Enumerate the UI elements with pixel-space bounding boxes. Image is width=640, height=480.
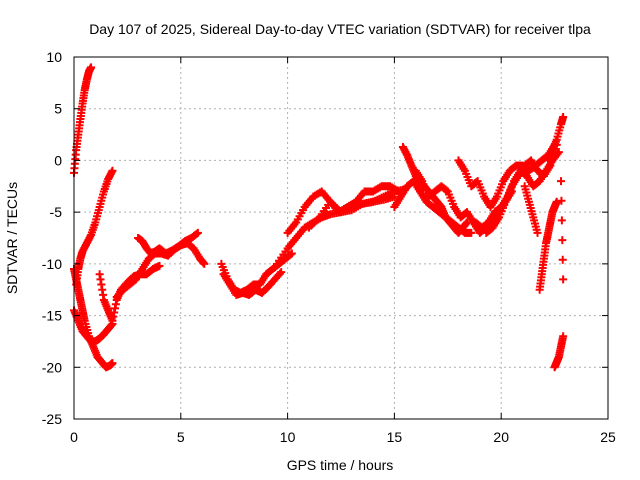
- data-point: [558, 255, 567, 264]
- y-tick-label: -20: [42, 359, 62, 375]
- y-tick-label: 5: [54, 101, 62, 117]
- data-point: [559, 275, 568, 284]
- series-track-21: [550, 332, 568, 372]
- series-track-11: [283, 182, 403, 237]
- x-tick-label: 5: [177, 429, 185, 445]
- data-point: [193, 228, 202, 237]
- data-point: [559, 112, 568, 121]
- y-tick-label: 0: [54, 152, 62, 168]
- data-point: [559, 332, 568, 341]
- plot-frame: [73, 56, 609, 420]
- data-point: [467, 228, 476, 237]
- data-point: [557, 196, 566, 205]
- series-track-9: [219, 268, 286, 299]
- data-point: [87, 63, 96, 72]
- data-point: [108, 166, 117, 175]
- axis-ticks: 0 5 10 15 20 25 10 5 0 -5 -10 -15 -20 -25: [42, 49, 616, 445]
- data-point: [192, 229, 201, 238]
- series-track-12: [304, 185, 410, 232]
- series-track-19: [520, 182, 542, 237]
- grid: [74, 57, 608, 419]
- y-tick-label: -10: [42, 256, 62, 272]
- series-track-14: [390, 177, 476, 237]
- y-tick-label: -5: [50, 204, 63, 220]
- data-point: [200, 259, 209, 268]
- series-track-16: [454, 140, 559, 211]
- y-tick-label: -15: [42, 308, 62, 324]
- y-tick-label: -25: [42, 411, 62, 427]
- series-track-4: [72, 166, 117, 289]
- series-track-23: [557, 177, 568, 284]
- y-axis-label: SDTVAR / TECUs: [4, 182, 20, 294]
- x-tick-label: 15: [387, 429, 403, 445]
- chart-title: Day 107 of 2025, Sidereal Day-to-day VTE…: [89, 21, 591, 37]
- data-point: [155, 261, 164, 270]
- data-marks: [70, 63, 568, 372]
- data-point: [552, 197, 561, 206]
- data-point: [275, 269, 284, 278]
- x-axis-label: GPS time / hours: [287, 457, 394, 473]
- data-point: [442, 186, 451, 195]
- y-tick-label: 10: [46, 49, 62, 65]
- data-point: [557, 177, 566, 186]
- data-point: [557, 216, 566, 225]
- series-track-22: [544, 112, 568, 165]
- data-point: [287, 249, 296, 258]
- data-point: [558, 236, 567, 245]
- series-track-3: [70, 306, 117, 346]
- data-point: [108, 359, 117, 368]
- x-tick-label: 10: [280, 429, 296, 445]
- series-track-20: [535, 197, 561, 294]
- series-track-7: [134, 228, 202, 258]
- x-tick-label: 20: [493, 429, 509, 445]
- series-track-18: [482, 140, 561, 237]
- x-tick-label: 0: [70, 429, 78, 445]
- data-point: [277, 268, 286, 277]
- data-point: [546, 161, 555, 170]
- x-tick-label: 25: [600, 429, 616, 445]
- data-point: [533, 228, 542, 237]
- data-point: [286, 250, 295, 259]
